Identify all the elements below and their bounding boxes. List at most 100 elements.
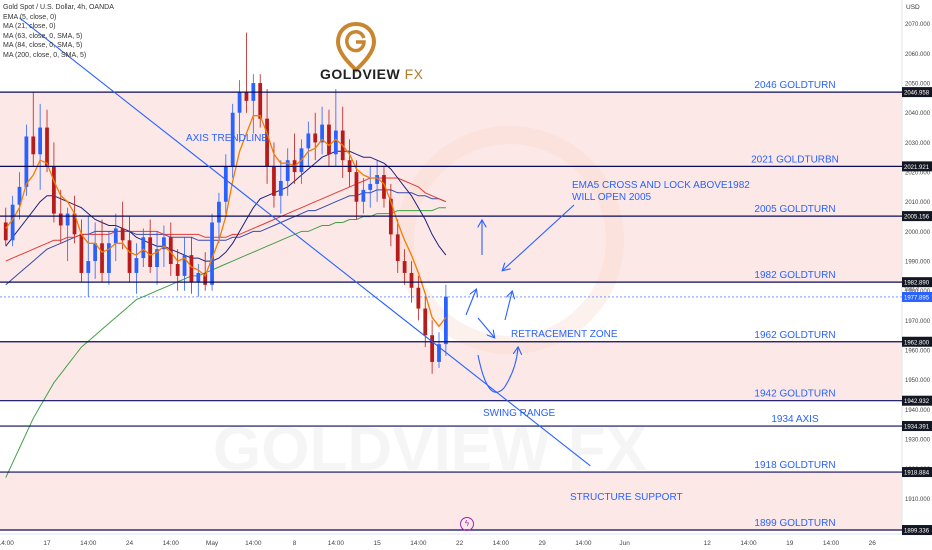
y-tick-label: 2050.000 bbox=[905, 82, 931, 88]
candle bbox=[210, 213, 214, 291]
y-tick-label: 2030.000 bbox=[905, 141, 931, 147]
candle bbox=[443, 284, 448, 356]
candle bbox=[189, 237, 194, 294]
y-tick-label: 1910.000 bbox=[905, 497, 931, 503]
candle bbox=[155, 231, 159, 285]
y-tick-label: 1970.000 bbox=[905, 319, 931, 325]
y-tick-label: 2020.000 bbox=[905, 171, 931, 177]
candle bbox=[223, 154, 228, 214]
level-label: 2021 GOLDTURBN bbox=[751, 154, 839, 165]
x-tick-label: 24 bbox=[126, 540, 134, 547]
candle-body bbox=[333, 130, 338, 155]
candle bbox=[265, 89, 269, 184]
price-tag-text: 2046.958 bbox=[904, 91, 930, 97]
candle-body bbox=[45, 127, 49, 167]
candle-body bbox=[306, 133, 311, 149]
watermark-text: GOLDVIEW FX bbox=[213, 415, 647, 484]
x-tick-label: 22 bbox=[456, 540, 464, 547]
candle-body bbox=[17, 186, 22, 205]
candle-body bbox=[175, 264, 180, 276]
ema-note-line1: EMA5 CROSS AND LOCK ABOVE1982 bbox=[572, 180, 750, 191]
candle-body bbox=[127, 240, 132, 273]
candle bbox=[237, 80, 242, 143]
brand-name: GOLDVIEW bbox=[320, 66, 401, 82]
y-tick-label: 1990.000 bbox=[905, 260, 931, 266]
trendline-label: AXIS TRENDLINE bbox=[186, 133, 268, 144]
legend-ma21[interactable]: MA (21, close, 0) bbox=[3, 23, 56, 31]
retracement-label: RETRACEMENT ZONE bbox=[511, 329, 618, 340]
legend-ema5[interactable]: EMA (5, close, 0) bbox=[3, 13, 57, 21]
candle-body bbox=[38, 127, 43, 155]
level-lines: 2046 GOLDTURN 2046.958 2021 GOLDTURBN 2021.… bbox=[0, 80, 932, 536]
candle bbox=[45, 109, 49, 173]
candle-body bbox=[258, 83, 263, 119]
candle bbox=[333, 89, 338, 167]
candle bbox=[416, 275, 421, 321]
current-price-text: 1977.895 bbox=[904, 295, 930, 301]
candle-body bbox=[58, 213, 63, 226]
candle bbox=[93, 222, 98, 279]
candle bbox=[368, 166, 373, 208]
candle bbox=[10, 195, 15, 247]
candle-body bbox=[361, 189, 366, 202]
price-tag bbox=[902, 525, 932, 536]
x-tick-label: 12 bbox=[704, 540, 712, 547]
candle-body bbox=[10, 204, 15, 241]
zone-band bbox=[0, 92, 902, 283]
legend-ma63[interactable]: MA (63, close, 0, SMA, 5) bbox=[3, 32, 83, 40]
candle bbox=[327, 109, 331, 167]
price-tag bbox=[902, 467, 932, 478]
candle bbox=[168, 222, 173, 276]
candle-body bbox=[409, 272, 414, 288]
legend-ma84[interactable]: MA (84, close, 0, SMA, 5) bbox=[3, 42, 83, 50]
candle bbox=[113, 213, 118, 262]
x-tick-label: 29 bbox=[539, 540, 547, 547]
brand-wordmark: GOLDVIEW FX bbox=[320, 66, 424, 82]
candle-body bbox=[278, 180, 283, 196]
x-tick-label: 14:00 bbox=[740, 540, 757, 547]
candle bbox=[306, 121, 311, 167]
x-axis: 14:00 17 14:00 24 14:00 May 14:00 8 14:00 15 14:00… bbox=[0, 533, 902, 547]
candle bbox=[3, 207, 8, 247]
swing-curve-arrow bbox=[477, 348, 518, 393]
candle-body bbox=[443, 296, 448, 345]
candle bbox=[127, 216, 132, 282]
x-tick-label: 14:00 bbox=[80, 540, 97, 547]
price-tag-text: 1982.890 bbox=[904, 281, 930, 287]
y-tick-label: 1930.000 bbox=[905, 438, 931, 444]
candle bbox=[285, 148, 290, 196]
candle-body bbox=[237, 91, 242, 113]
event-bolt-icon[interactable]: ϟ bbox=[460, 517, 474, 531]
candle-body bbox=[113, 228, 118, 244]
x-tick-label: 14:00 bbox=[163, 540, 180, 547]
candle bbox=[100, 219, 104, 282]
level-label: 1982 GOLDTURN bbox=[754, 270, 835, 281]
price-tag bbox=[902, 211, 932, 222]
x-tick-label: 14:00 bbox=[493, 540, 510, 547]
candle-body bbox=[3, 222, 8, 241]
price-tag-text: 2021.921 bbox=[904, 165, 930, 171]
candle bbox=[375, 160, 379, 202]
x-tick-label: 14:00 bbox=[823, 540, 840, 547]
zone-band bbox=[0, 341, 902, 401]
candle-body bbox=[327, 124, 331, 155]
candle-body bbox=[31, 136, 36, 155]
price-tag-text: 1962.800 bbox=[904, 340, 930, 346]
price-tag bbox=[902, 161, 932, 172]
y-tick-label: 2000.000 bbox=[905, 230, 931, 236]
candle-body bbox=[368, 183, 373, 190]
legend-ma200[interactable]: MA (200, close, 0, SMA, 5) bbox=[3, 51, 87, 59]
candle-body bbox=[423, 308, 428, 336]
price-tag-text: 1899.336 bbox=[904, 529, 930, 535]
candle-body bbox=[230, 112, 235, 167]
candle bbox=[320, 106, 324, 155]
chart-legend: Gold Spot / U.S. Dollar, 4h, OANDA EMA (… bbox=[3, 3, 114, 61]
candle bbox=[395, 219, 400, 273]
axis-trendline bbox=[19, 17, 591, 467]
level-label: 2046 GOLDTURN bbox=[754, 80, 835, 91]
candle-body bbox=[24, 136, 29, 187]
candle-body bbox=[354, 172, 359, 202]
legend-symbol[interactable]: Gold Spot / U.S. Dollar, 4h, OANDA bbox=[3, 4, 114, 11]
